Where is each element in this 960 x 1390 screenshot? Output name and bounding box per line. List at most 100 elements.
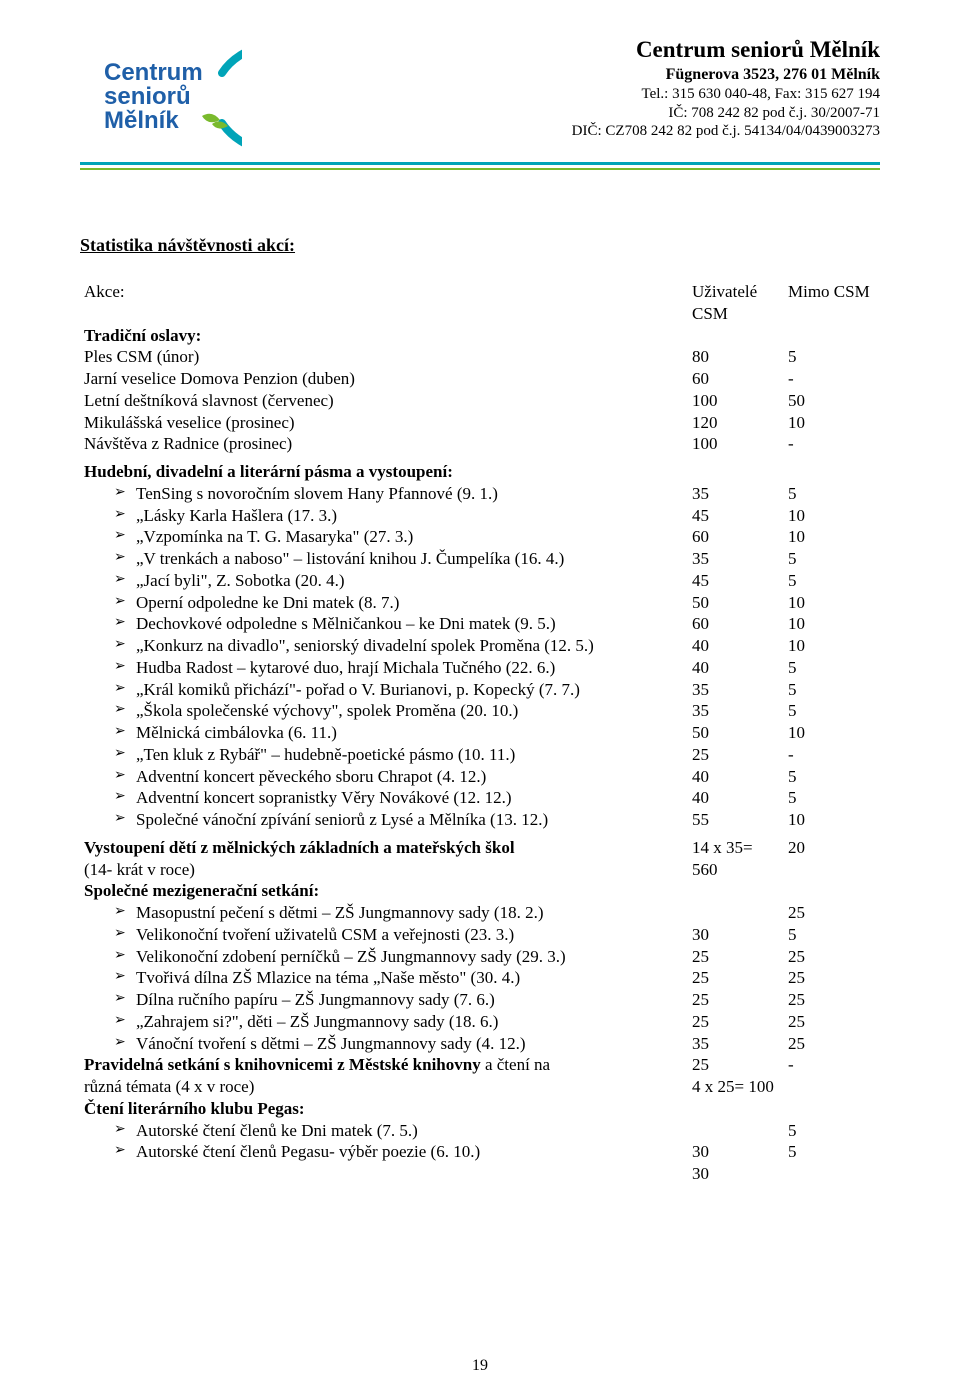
logo-text-2: seniorů bbox=[104, 83, 191, 110]
b2r0a: 35 bbox=[692, 483, 780, 505]
b3row3l1b: a čtení na bbox=[481, 1055, 550, 1074]
org-address: Fügnerova 3523, 276 01 Mělník bbox=[572, 65, 880, 85]
b3heading2: Společné mezigenerační setkání: bbox=[84, 880, 684, 902]
b2r13a: 40 bbox=[692, 766, 780, 788]
b3r5b: 25 bbox=[788, 1011, 876, 1033]
org-info: Centrum seniorů Mělník Fügnerova 3523, 2… bbox=[572, 36, 880, 141]
b3row3b: - bbox=[788, 1054, 876, 1076]
b3r6b: 25 bbox=[788, 1033, 876, 1055]
b2r14b: 5 bbox=[788, 787, 876, 809]
b3r5a: 35 bbox=[692, 1033, 780, 1055]
org-ic: IČ: 708 242 82 pod č.j. 30/2007-71 bbox=[572, 104, 880, 123]
page-number: 19 bbox=[0, 1356, 960, 1376]
b1r3l: Mikulášská veselice (prosinec) bbox=[84, 412, 684, 434]
b2r8b: 5 bbox=[788, 657, 876, 679]
b2r3: „V trenkách a naboso" – listování knihou… bbox=[114, 548, 684, 570]
b2r3b: 5 bbox=[788, 548, 876, 570]
b2r4a: 45 bbox=[692, 570, 780, 592]
b3row3: Pravidelná setkání s knihovnicemi z Měst… bbox=[84, 1054, 684, 1098]
b3r0b: 25 bbox=[788, 902, 876, 924]
b2r15b: 10 bbox=[788, 809, 876, 831]
b3heading4: Čtení literárního klubu Pegas: bbox=[84, 1098, 684, 1120]
b1r2b: 50 bbox=[788, 390, 876, 412]
b2r3a: 35 bbox=[692, 548, 780, 570]
b2r1: „Lásky Karla Hašlera (17. 3.) bbox=[114, 505, 684, 527]
b3row3a: 4 x 25= 100 bbox=[692, 1076, 780, 1098]
b3r4: Dílna ručního papíru – ZŠ Jungmannovy sa… bbox=[114, 989, 684, 1011]
block1-heading: Tradiční oslavy: bbox=[84, 325, 684, 347]
section-title: Statistika návštěvnosti akcí: bbox=[80, 234, 880, 257]
b2r4b: 5 bbox=[788, 570, 876, 592]
b3row1l2: (14- krát v roce) bbox=[84, 860, 195, 879]
org-dic: DIČ: CZ708 242 82 pod č.j. 54134/04/0439… bbox=[572, 122, 880, 141]
stats-table: Akce: Uživatelé CSM Mimo CSM Tradiční os… bbox=[80, 281, 880, 1185]
b2r7: „Konkurz na divadlo", seniorský divadeln… bbox=[114, 635, 684, 657]
b2r12b: - bbox=[788, 744, 876, 766]
org-tel: Tel.: 315 630 040-48, Fax: 315 627 194 bbox=[572, 85, 880, 104]
b3r40: Autorské čtení členů ke Dni matek (7. 5.… bbox=[114, 1120, 684, 1142]
b1r3a: 120 bbox=[692, 412, 780, 434]
col-header-3: Mimo CSM bbox=[784, 281, 880, 325]
b2r6b: 10 bbox=[788, 613, 876, 635]
b3r2a: 25 bbox=[692, 967, 780, 989]
b2r6: Dechovkové odpoledne s Mělničankou – ke … bbox=[114, 613, 684, 635]
b2r9b: 5 bbox=[788, 679, 876, 701]
b3r1: Velikonoční tvoření uživatelů CSM a veře… bbox=[114, 924, 684, 946]
b3r6: Vánoční tvoření s dětmi – ZŠ Jungmannovy… bbox=[114, 1033, 684, 1055]
b3r2: Velikonoční zdobení perníčků – ZŠ Jungma… bbox=[114, 946, 684, 968]
b2r11b: 10 bbox=[788, 722, 876, 744]
b2r4: „Jací byli", Z. Sobotka (20. 4.) bbox=[114, 570, 684, 592]
b3r6a: 25 bbox=[692, 1054, 780, 1076]
b1r4l: Návštěva z Radnice (prosinec) bbox=[84, 433, 684, 455]
b2r8a: 40 bbox=[692, 657, 780, 679]
b3r1a: 25 bbox=[692, 946, 780, 968]
b3r41a: 30 bbox=[692, 1163, 780, 1185]
b2r14a: 40 bbox=[692, 787, 780, 809]
b3r5: „Zahrajem si?", děti – ZŠ Jungmannovy sa… bbox=[114, 1011, 684, 1033]
b3r41b: 5 bbox=[788, 1141, 876, 1163]
b3r0: Masopustní pečení s dětmi – ZŠ Jungmanno… bbox=[114, 902, 684, 924]
b1r2a: 100 bbox=[692, 390, 780, 412]
b1r1a: 60 bbox=[692, 368, 780, 390]
b2r15a: 55 bbox=[692, 809, 780, 831]
b2r2a: 60 bbox=[692, 526, 780, 548]
b3row3l2: různá témata (4 x v roce) bbox=[84, 1077, 254, 1096]
logo: Centrum seniorů Mělník bbox=[72, 38, 242, 158]
b2r7a: 40 bbox=[692, 635, 780, 657]
b2r14: Adventní koncert sopranistky Věry Nováko… bbox=[114, 787, 684, 809]
b1r2l: Letní deštníková slavnost (červenec) bbox=[84, 390, 684, 412]
b2r8: Hudba Radost – kytarové duo, hrají Micha… bbox=[114, 657, 684, 679]
b3r40a: 30 bbox=[692, 1141, 780, 1163]
b1r1b: - bbox=[788, 368, 876, 390]
b1r0b: 5 bbox=[788, 346, 876, 368]
b2r9a: 35 bbox=[692, 679, 780, 701]
b2r0: TenSing s novoročním slovem Hany Pfannov… bbox=[114, 483, 684, 505]
b3r4a: 25 bbox=[692, 1011, 780, 1033]
b2r9: „Král komiků přichází"- pořad o V. Buria… bbox=[114, 679, 684, 701]
b1r4a: 100 bbox=[692, 433, 780, 455]
b2r12: „Ten kluk z Rybář" – hudebně-poetické pá… bbox=[114, 744, 684, 766]
b2r1b: 10 bbox=[788, 505, 876, 527]
b2r12a: 25 bbox=[692, 744, 780, 766]
b3r40b: 5 bbox=[788, 1120, 876, 1142]
b3r3a: 25 bbox=[692, 989, 780, 1011]
b2r15: Společné vánoční zpívání seniorů z Lysé … bbox=[114, 809, 684, 831]
b1r1l: Jarní veselice Domova Penzion (duben) bbox=[84, 368, 684, 390]
b3row1l1: Vystoupení dětí z mělnických základních … bbox=[84, 838, 515, 857]
b2r0b: 5 bbox=[788, 483, 876, 505]
b1r3b: 10 bbox=[788, 412, 876, 434]
b2r5a: 50 bbox=[692, 592, 780, 614]
logo-text-1: Centrum bbox=[104, 59, 203, 86]
b3r3b: 25 bbox=[788, 967, 876, 989]
letterhead: Centrum seniorů Mělník Centrum seniorů M… bbox=[80, 44, 880, 184]
header-rule-green bbox=[80, 168, 880, 170]
logo-text-3: Mělník bbox=[104, 107, 179, 134]
b2r6a: 60 bbox=[692, 613, 780, 635]
col-header-1: Akce: bbox=[80, 281, 688, 325]
b3r2b: 25 bbox=[788, 946, 876, 968]
block2-heading: Hudební, divadelní a literární pásma a v… bbox=[84, 461, 684, 483]
b3r4b: 25 bbox=[788, 989, 876, 1011]
b1r4b: - bbox=[788, 433, 876, 455]
b3row1a: 14 x 35= 560 bbox=[692, 837, 780, 881]
b3r41: Autorské čtení členů Pegasu- výběr poezi… bbox=[114, 1141, 684, 1163]
